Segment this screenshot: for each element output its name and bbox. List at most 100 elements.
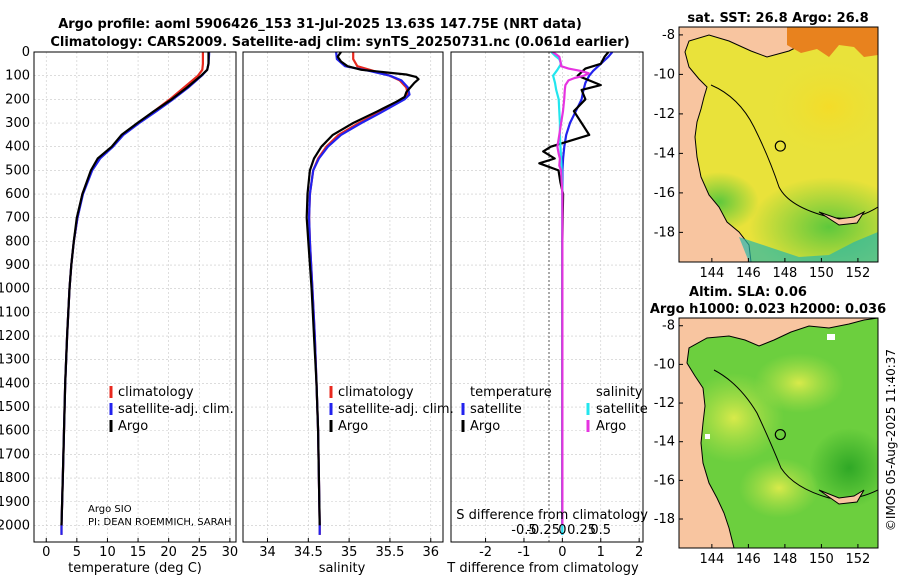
figure-title-line1: Argo profile: aoml 5906426_153 31-Jul-20… <box>58 17 582 32</box>
lat-tick-label: -16 <box>654 473 675 488</box>
lon-tick-label: 150 <box>809 552 834 567</box>
y-tick-label: 500 <box>5 163 30 178</box>
series-line-argo <box>60 52 210 526</box>
lon-tick-label: 148 <box>772 552 797 567</box>
sst-map-frame <box>678 26 879 263</box>
x-tick-label: -2 <box>479 545 492 560</box>
lon-tick-label: 144 <box>699 552 724 567</box>
sla-low-patch <box>809 428 878 508</box>
sla-high-patch-2 <box>754 353 844 413</box>
x-tick-label: 2 <box>635 545 643 560</box>
lon-tick-label: 144 <box>699 266 724 281</box>
lat-tick-label: -10 <box>654 357 675 372</box>
sla-map-canvas <box>679 318 878 548</box>
lon-tick-label: 148 <box>772 266 797 281</box>
y-tick-label: 1600 <box>0 424 30 439</box>
sst-lat-tick-labels: -8 -10 -12 -14 -16 -18 <box>654 28 683 240</box>
x-tick-label: 34 <box>259 545 276 560</box>
sla-map-title: Altim. SLA: 0.06 <box>689 285 807 300</box>
sst-lon-tick-labels: 144 146 148 150 152 <box>699 258 870 281</box>
secondary-tick-label: -0.25 <box>526 523 560 538</box>
lat-tick-label: -12 <box>654 396 675 411</box>
temperature-lines <box>60 52 211 535</box>
sst-map-canvas <box>679 27 878 262</box>
sst-cool-patch <box>749 177 878 262</box>
x-tick-label: 5 <box>73 545 81 560</box>
y-tick-label: 1900 <box>0 495 30 510</box>
y-tick-label: 1200 <box>0 329 30 344</box>
x-tick-label: 10 <box>99 545 116 560</box>
difference-legend: temperature salinity satellite Argo sate… <box>461 385 648 434</box>
lat-tick-label: -10 <box>654 67 675 82</box>
temperature-tick-labels: 0 5 10 15 20 25 30 <box>42 538 238 560</box>
lat-tick-label: -18 <box>654 225 675 240</box>
lon-tick-label: 152 <box>846 552 871 567</box>
secondary-tick-label: 0.5 <box>590 523 611 538</box>
difference-panel: -2 -1 0 1 2 -0.5-0.250 0.250.5 S difference f… <box>446 51 648 576</box>
sst-cold-patch <box>739 232 878 262</box>
temperature-difference-tick-labels: -2 -1 0 1 2 <box>479 538 643 560</box>
lat-tick-label: -18 <box>654 512 675 527</box>
x-tick-label: 34.5 <box>294 545 323 560</box>
salinity-difference-label: S difference from climatology <box>456 508 648 523</box>
x-tick-label: 1 <box>597 545 605 560</box>
lon-tick-label: 146 <box>736 266 761 281</box>
land-mass <box>679 318 878 548</box>
legend-label-satellite: satellite-adj. clim. <box>118 402 234 417</box>
salinity-legend: climatology satellite-adj. clim. Argo <box>329 385 454 434</box>
legend-header-salinity: salinity <box>596 385 643 400</box>
lat-tick-label: -8 <box>662 319 675 334</box>
x-tick-label: -1 <box>517 545 530 560</box>
series-line-temperature-argo <box>538 52 610 526</box>
secondary-tick-label: 0.25 <box>567 523 596 538</box>
legend-label-temp-satellite: satellite <box>470 402 522 417</box>
x-tick-label: 20 <box>160 545 177 560</box>
lon-tick-label: 146 <box>736 552 761 567</box>
legend-label-argo: Argo <box>118 419 148 434</box>
difference-grid <box>451 51 643 542</box>
y-tick-label: 1300 <box>0 353 30 368</box>
x-tick-label: 15 <box>130 545 147 560</box>
salinity-tick-labels: 34 34.5 35 35.5 36 <box>259 538 439 560</box>
y-tick-label: 1700 <box>0 447 30 462</box>
series-line-satellite-adj-clim- <box>308 52 411 535</box>
argo-institution: Argo SIO <box>88 504 132 515</box>
x-tick-label: 25 <box>191 545 208 560</box>
x-tick-label: 36 <box>422 545 439 560</box>
reef-outline <box>818 489 865 505</box>
imos-timestamp: ©IMOS 05-Aug-2025 11:40:37 <box>884 349 898 531</box>
y-tick-label: 1500 <box>0 400 30 415</box>
y-tick-label: 2000 <box>0 518 30 533</box>
y-tick-label: 1400 <box>0 376 30 391</box>
x-tick-label: 30 <box>222 545 239 560</box>
temperature-axes-frame <box>33 51 237 543</box>
y-tick-label: 1000 <box>0 282 30 297</box>
temperature-legend: climatology satellite-adj. clim. Argo <box>109 385 234 434</box>
legend-label-temp-argo: Argo <box>470 419 500 434</box>
y-tick-label: 600 <box>5 187 30 202</box>
x-tick-label: 35 <box>341 545 358 560</box>
sla-map-frame <box>678 317 879 549</box>
argo-float-marker <box>774 140 786 152</box>
series-line-temperature-satellite <box>561 52 614 535</box>
lat-tick-label: -14 <box>654 146 675 161</box>
y-tick-label: 1100 <box>0 305 30 320</box>
y-tick-label: 0 <box>22 45 30 60</box>
x-tick-label: 0 <box>42 545 50 560</box>
sst-map: sat. SST: 26.8 Argo: 26.8 -8 -10 -12 -14 -16… <box>654 11 879 281</box>
y-tick-label: 400 <box>5 140 30 155</box>
figure-title-line2: Climatology: CARS2009. Satellite-adj cli… <box>50 35 629 50</box>
legend-label-climatology: climatology <box>338 385 414 400</box>
lat-tick-label: -12 <box>654 107 675 122</box>
salinity-difference-tick-labels: -0.5-0.250 0.250.5 <box>511 523 611 538</box>
difference-axes-frame <box>450 51 644 543</box>
missing-data-patch <box>827 334 835 340</box>
lat-tick-label: -14 <box>654 435 675 450</box>
sla-map-subtitle: Argo h1000: 0.023 h2000: 0.036 <box>650 302 886 317</box>
salinity-axes-frame <box>242 51 444 543</box>
x-tick-label: 35.5 <box>375 545 404 560</box>
argo-pi: PI: DEAN ROEMMICH, SARAH <box>88 517 232 528</box>
sst-hot-patch <box>787 27 878 57</box>
legend-label-satellite: satellite-adj. clim. <box>338 402 454 417</box>
